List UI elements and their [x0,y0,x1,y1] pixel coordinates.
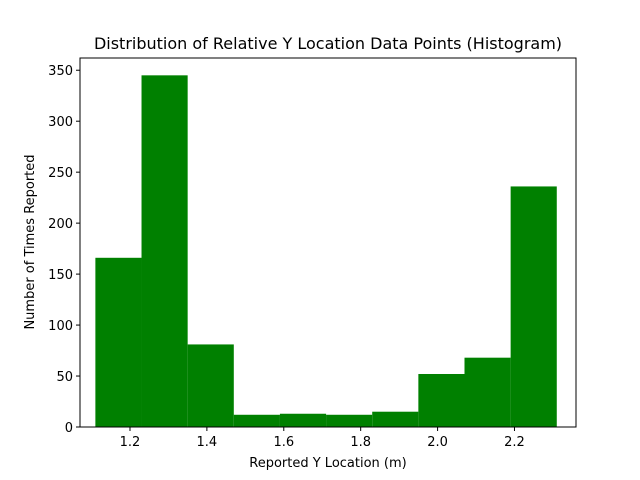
y-tick-label: 100 [48,319,73,334]
histogram-bar-6 [372,411,419,427]
y-tick-label: 250 [48,166,73,181]
y-tick-label: 200 [48,217,73,232]
y-tick-label: 150 [48,268,73,283]
x-axis-label: Reported Y Location (m) [249,456,406,471]
y-tick-label: 300 [48,115,73,130]
chart-title: Distribution of Relative Y Location Data… [94,34,562,53]
x-tick-label: 2.0 [427,435,448,450]
x-tick-label: 1.8 [350,435,371,450]
y-tick-label: 350 [48,64,73,79]
y-tick-label: 0 [65,421,73,436]
bars-group [95,75,557,427]
y-tick-label: 50 [56,370,73,385]
histogram-bar-7 [418,373,465,427]
x-tick-label: 1.2 [120,435,141,450]
histogram-bar-1 [141,75,188,427]
histogram-bar-8 [464,357,511,427]
histogram-bar-0 [95,257,142,427]
x-axis-ticks: 1.2 1.4 1.6 1.8 2.0 2.2 [120,427,525,450]
x-tick-label: 1.4 [197,435,218,450]
y-axis-ticks: 0 50 100 150 200 250 300 350 [48,64,80,436]
plot-frame [79,57,577,428]
histogram-bar-4 [279,413,327,427]
histogram-bar-2 [187,344,234,427]
x-tick-label: 1.6 [273,435,294,450]
histogram-bar-3 [233,414,280,427]
x-tick-label: 2.2 [504,435,525,450]
histogram-bar-9 [510,186,557,427]
y-axis-label: Number of Times Reported [23,154,38,329]
histogram-bar-5 [326,414,373,427]
